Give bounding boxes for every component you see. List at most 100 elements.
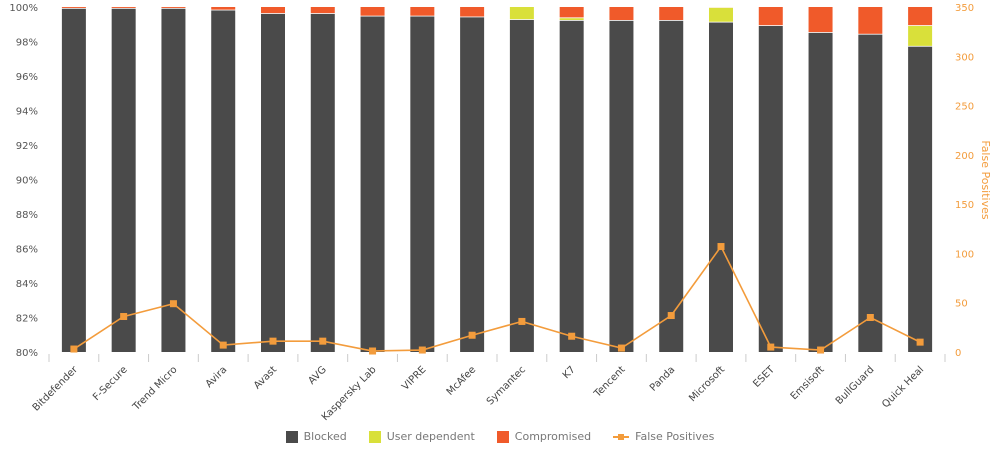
bar-compromised [261, 7, 285, 14]
bar-compromised [460, 7, 485, 17]
false-positives-marker [717, 243, 725, 251]
x-tick-label: McAfee [445, 364, 479, 398]
legend-item-false-positives[interactable]: False Positives [613, 430, 714, 443]
false-positives-marker [518, 317, 526, 325]
y-right-tick-label: 150 [955, 200, 974, 211]
x-tick-label: Symantec [485, 364, 528, 407]
bar-blocked [211, 10, 236, 352]
x-tick-label: Bitdefender [31, 364, 81, 414]
bar-compromised [758, 7, 783, 26]
bar-blocked [360, 16, 385, 353]
false-positives-marker [767, 343, 775, 351]
bar-user-dependent [709, 7, 733, 22]
x-tick-label: Avira [204, 364, 230, 390]
legend-label: User dependent [386, 430, 475, 443]
x-tick-label: F-Secure [91, 364, 130, 403]
bar-user-dependent [908, 25, 933, 46]
bar-blocked [261, 13, 285, 353]
y-right-tick-label: 250 [955, 102, 974, 113]
false-positives-marker [319, 337, 327, 345]
x-tick-label: BullGuard [834, 364, 877, 407]
chart-svg: 80% 82% 84% 86% 88% 90% 92% 94% 96% 98% 100% 0 50 100… [9, 3, 992, 423]
legend-label: False Positives [635, 430, 715, 443]
x-tick-label: Emsisoft [789, 364, 827, 402]
false-positives-marker [468, 331, 476, 339]
y-left-tick-label: 94% [16, 107, 38, 118]
false-positives-marker [219, 341, 227, 349]
bar-compromised [659, 7, 684, 20]
false-positives-marker [916, 338, 924, 346]
y-left-tick-label: 90% [16, 176, 38, 187]
bar-blocked [161, 8, 186, 352]
x-tick-label: Avast [252, 364, 279, 391]
legend-swatch [613, 431, 630, 443]
bar-user-dependent [509, 7, 534, 20]
y-right-tick-label: 200 [955, 151, 974, 162]
bar-user-dependent [559, 18, 584, 20]
x-tick-label: Trend Micro [130, 364, 179, 413]
bar-compromised [808, 7, 833, 33]
bar-compromised [360, 7, 385, 16]
false-positives-marker [70, 345, 78, 353]
y-left-tick-label: 88% [16, 210, 38, 221]
legend-label: Compromised [514, 430, 592, 443]
bar-blocked [709, 22, 733, 353]
y-left-tick-label: 86% [16, 245, 38, 256]
false-positives-marker [817, 346, 825, 354]
y-left-tick-label: 100% [9, 3, 38, 14]
y-left-tick-label: 92% [16, 141, 38, 152]
bar-blocked [808, 32, 833, 352]
y-left-tick-label: 96% [16, 72, 38, 83]
x-tick-label: Kaspersky Lab [320, 364, 379, 423]
x-tick-label: Quick Heal [880, 364, 926, 410]
legend-item-compromised[interactable]: Compromised [496, 430, 592, 443]
bar-compromised [609, 7, 634, 20]
x-tick-label: Microsoft [687, 364, 727, 404]
legend-label: Blocked [303, 430, 347, 443]
y-right-tick-label: 350 [955, 3, 974, 14]
false-positives-marker [866, 314, 874, 321]
bar-compromised [111, 7, 136, 8]
x-tick-label: VIPRE [400, 364, 428, 392]
bar-compromised [61, 7, 86, 8]
bar-compromised [161, 7, 186, 8]
y-left-tick-label: 84% [16, 279, 38, 290]
bar-blocked [908, 46, 933, 353]
bar-blocked [659, 20, 684, 353]
false-positives-marker [169, 300, 177, 308]
false-positives-marker [568, 332, 576, 340]
y-left-tick-label: 82% [16, 314, 38, 325]
false-positives-marker [369, 347, 377, 355]
legend-item-user-dependent[interactable]: User dependent [368, 430, 475, 443]
bar-compromised [410, 7, 435, 16]
bar-blocked [460, 17, 485, 352]
bar-compromised [559, 7, 584, 18]
legend-swatch [496, 430, 509, 443]
legend: Blocked User dependent Compromised False Po… [0, 430, 1000, 443]
bar-blocked [61, 8, 86, 352]
y-left-tick-label: 80% [16, 348, 38, 359]
y-right-tick-label: 100 [955, 249, 974, 260]
legend-swatch [368, 430, 381, 443]
false-positives-line [73, 244, 921, 352]
false-positives-marker [418, 346, 426, 354]
false-positives-marker [667, 312, 675, 320]
y-right-tick-label: 300 [955, 52, 974, 63]
false-positives-marker [269, 337, 277, 345]
y-right-tick-label: 0 [955, 348, 961, 359]
x-tick-label: Panda [648, 364, 677, 393]
bar-blocked [509, 19, 534, 352]
bar-blocked [858, 34, 883, 352]
x-tick-label: K7 [561, 364, 578, 381]
y-right-tick-label: 50 [955, 299, 968, 310]
bar-blocked [559, 20, 584, 353]
y-left-tick-label: 98% [16, 38, 38, 49]
bar-blocked [609, 20, 634, 353]
bar-compromised [310, 7, 335, 14]
x-tick-label: AVG [306, 364, 328, 386]
false-positives-marker [120, 313, 128, 321]
x-tick-label: Tencent [592, 364, 628, 400]
legend-item-blocked[interactable]: Blocked [285, 430, 347, 443]
bar-blocked [758, 25, 783, 352]
